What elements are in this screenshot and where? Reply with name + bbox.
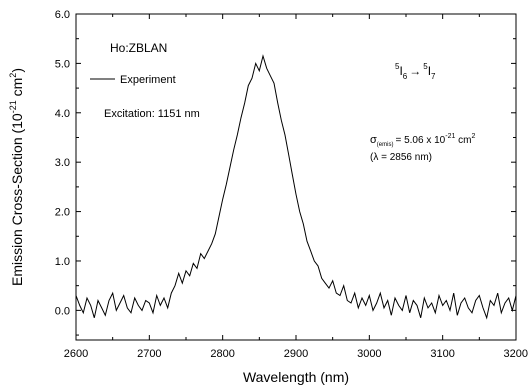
x-tick-label: 3100 (430, 348, 454, 360)
x-tick-label: 2800 (210, 348, 234, 360)
y-axis-label: Emission Cross-Section (10-21 cm2) (8, 68, 25, 286)
x-axis-ticks: 2600 2700 2800 2900 3000 3100 3200 (64, 14, 528, 360)
x-axis-label: Wavelength (nm) (243, 369, 349, 385)
plot-frame (75, 13, 517, 341)
y-tick-label: 1.0 (55, 256, 70, 268)
y-tick-label: 6.0 (55, 9, 70, 21)
x-tick-label: 3200 (504, 348, 528, 360)
legend-entry-experiment: Experiment (120, 74, 176, 86)
lambda-label: (λ = 2856 nm) (370, 152, 432, 163)
experiment-series-line (75, 54, 517, 320)
y-tick-label: 3.0 (55, 157, 70, 169)
x-tick-label: 2900 (284, 348, 308, 360)
x-tick-label: 2700 (137, 348, 161, 360)
sigma-emission-label: σ(emis) = 5.06 x 10-21 cm2 (370, 133, 475, 148)
y-tick-label: 0.0 (55, 305, 70, 317)
excitation-label: Excitation: 1151 nm (104, 108, 200, 120)
y-tick-label: 2.0 (55, 207, 70, 219)
x-tick-label: 3000 (357, 348, 381, 360)
x-tick-label: 2600 (64, 348, 88, 360)
transition-label: 5I6 → 5I7 (395, 62, 436, 81)
y-tick-label: 4.0 (55, 108, 70, 120)
material-label: Ho:ZBLAN (110, 41, 167, 55)
y-axis-ticks: 0.0 1.0 2.0 3.0 4.0 5.0 6.0 (55, 9, 516, 336)
y-tick-label: 5.0 (55, 58, 70, 70)
